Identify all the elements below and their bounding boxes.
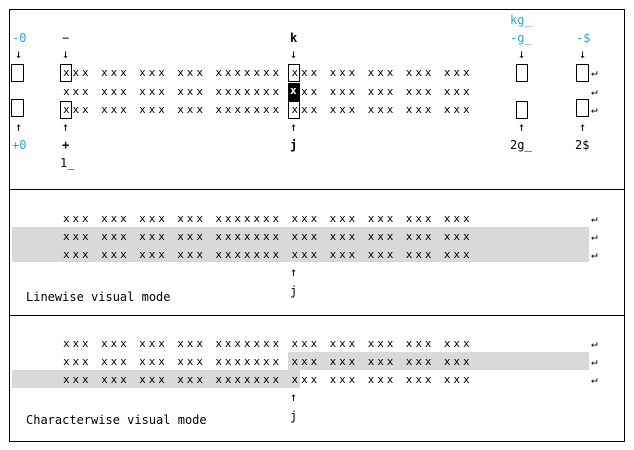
minus-label: − [62, 31, 70, 45]
eol-symbol: ↵ [591, 355, 598, 368]
cursor-column-box [288, 64, 300, 82]
text-row: xxx xxx xxx xxx xxxxxxx xxx xxx xxx xxx … [63, 373, 473, 386]
up-arrow-icon: ↑ [290, 390, 298, 404]
text-row: xxx xxx xxx xxx xxxxxxx xxx xxx xxx xxx … [63, 66, 473, 79]
k-label: k [290, 31, 298, 45]
eol-symbol: ↵ [591, 248, 598, 261]
plus-zero-label: +0 [12, 138, 27, 152]
j-label: j [290, 138, 298, 152]
cursor-column-box [288, 101, 300, 119]
charwise-highlight-top [288, 352, 589, 370]
plus-label: + [62, 138, 70, 152]
eol-symbol: ↵ [591, 85, 598, 98]
up-arrow-icon: ↑ [15, 120, 23, 134]
up-arrow-icon: ↑ [290, 265, 298, 279]
text-row: xxx xxx xxx xxx xxxxxxx xxx xxx xxx xxx … [63, 212, 473, 225]
line-start-box [11, 64, 24, 82]
motion-panel [9, 9, 625, 190]
up-arrow-icon: ↑ [579, 120, 587, 134]
two-g-label: 2g_ [510, 138, 532, 152]
last-nonblank-box [516, 64, 528, 82]
cursor-char: x [290, 84, 297, 97]
charwise-highlight-bottom [12, 370, 300, 388]
text-row: xxx xxx xxx xxx xxxxxxx xxx xxx xxx xxx … [63, 337, 473, 350]
text-row: xxx xxx xxx xxx xxxxxxx xxx xxx xxx xxx … [63, 230, 473, 243]
line-end-box [576, 99, 589, 117]
text-row: xxx xxx xxx xxx xxxxxxx xxx xxx xxx xxx … [63, 248, 473, 261]
down-arrow-icon: ↓ [15, 47, 23, 61]
minus-g-label: -g_ [510, 31, 532, 45]
up-arrow-icon: ↑ [518, 120, 526, 134]
j-label: j [290, 409, 298, 423]
eol-symbol: ↵ [591, 66, 598, 79]
two-dollar-label: 2$ [575, 138, 590, 152]
minus-zero-label: -0 [12, 31, 27, 45]
eol-symbol: ↵ [591, 103, 598, 116]
down-arrow-icon: ↓ [62, 47, 70, 61]
text-row: xxx xxx xxx xxx xxxxxxx xxx xxx xxx xxx … [63, 85, 473, 98]
line-start-box [11, 99, 24, 117]
j-label: j [290, 284, 298, 298]
down-arrow-icon: ↓ [290, 47, 298, 61]
charwise-panel [9, 315, 625, 442]
linewise-highlight [12, 227, 589, 262]
up-arrow-icon: ↑ [290, 120, 298, 134]
eol-symbol: ↵ [591, 337, 598, 350]
first-nonblank-box [60, 64, 72, 82]
minus-dollar-label: -$ [576, 31, 591, 45]
text-row: xxx xxx xxx xxx xxxxxxx xxx xxx xxx xxx … [63, 355, 473, 368]
up-arrow-icon: ↑ [62, 120, 70, 134]
charwise-caption: Characterwise visual mode [26, 413, 207, 427]
eol-symbol: ↵ [591, 373, 598, 386]
eol-symbol: ↵ [591, 212, 598, 225]
eol-symbol: ↵ [591, 230, 598, 243]
down-arrow-icon: ↓ [579, 47, 587, 61]
text-row: xxx xxx xxx xxx xxxxxxx xxx xxx xxx xxx … [63, 103, 473, 116]
down-arrow-icon: ↓ [518, 47, 526, 61]
one-underscore-label: 1_ [60, 156, 75, 170]
line-end-box [576, 64, 589, 82]
cursor-block: x [288, 83, 300, 101]
linewise-caption: Linewise visual mode [26, 290, 171, 304]
kg-label: kg_ [510, 13, 532, 27]
last-nonblank-box [516, 101, 528, 119]
first-nonblank-box [60, 101, 72, 119]
